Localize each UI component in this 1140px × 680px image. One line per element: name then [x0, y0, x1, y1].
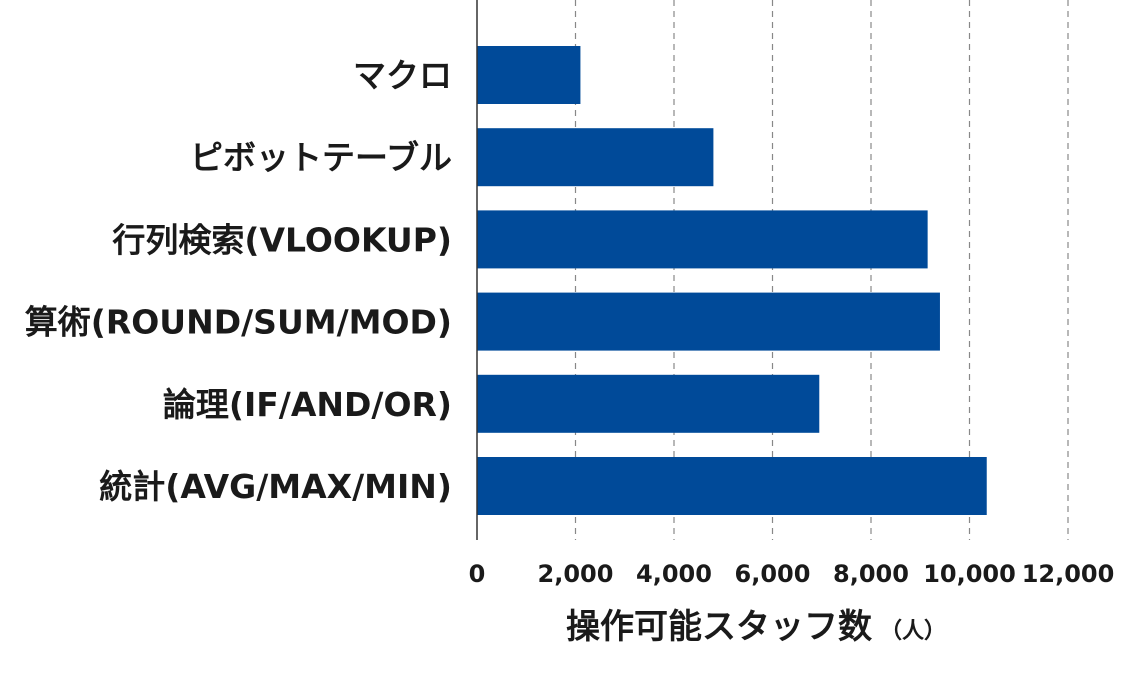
- x-tick-label: 0: [469, 560, 486, 588]
- category-label: ピボットテーブル: [190, 138, 452, 177]
- x-tick-label: 10,000: [923, 560, 1016, 588]
- bar: [477, 210, 928, 269]
- category-label: マクロ: [353, 56, 452, 95]
- x-axis-title-main: 操作可能スタッフ数: [566, 607, 872, 647]
- category-label: 統計(AVG/MAX/MIN): [99, 467, 452, 506]
- x-tick-label: 12,000: [1022, 560, 1115, 588]
- grid-lines: [574, 0, 1069, 540]
- category-label: 算術(ROUND/SUM/MOD): [25, 303, 452, 342]
- bar: [477, 128, 714, 187]
- category-label: 論理(IF/AND/OR): [163, 385, 452, 424]
- x-tick-labels: 0 2,000 4,000 6,000 8,000 10,000 12,000: [469, 560, 1115, 588]
- bar: [477, 46, 581, 104]
- bar: [477, 374, 820, 433]
- bars: [477, 46, 987, 515]
- x-tick-label: 4,000: [636, 560, 712, 588]
- x-tick-label: 6,000: [735, 560, 811, 588]
- bar: [477, 292, 940, 351]
- category-label: 行列検索(VLOOKUP): [111, 220, 452, 259]
- bar: [477, 457, 987, 515]
- x-axis-unit: （人）: [880, 619, 946, 644]
- x-tick-label: 2,000: [538, 560, 614, 588]
- x-tick-label: 8,000: [833, 560, 909, 588]
- x-axis-title: 操作可能スタッフ数 （人）: [566, 607, 946, 647]
